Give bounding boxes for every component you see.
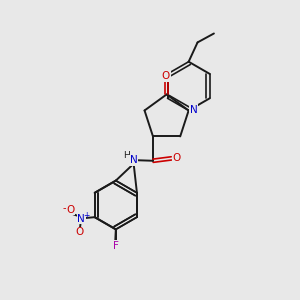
Text: +: + <box>83 211 90 220</box>
Text: N: N <box>130 155 137 165</box>
Text: N: N <box>77 214 85 224</box>
Text: O: O <box>76 227 84 237</box>
Text: O: O <box>66 205 74 215</box>
Text: O: O <box>172 153 181 163</box>
Text: F: F <box>112 241 118 251</box>
Text: -: - <box>62 203 66 213</box>
Text: H: H <box>123 151 130 160</box>
Text: F: F <box>113 241 119 251</box>
Text: N: N <box>190 105 198 115</box>
Text: O: O <box>162 71 170 81</box>
